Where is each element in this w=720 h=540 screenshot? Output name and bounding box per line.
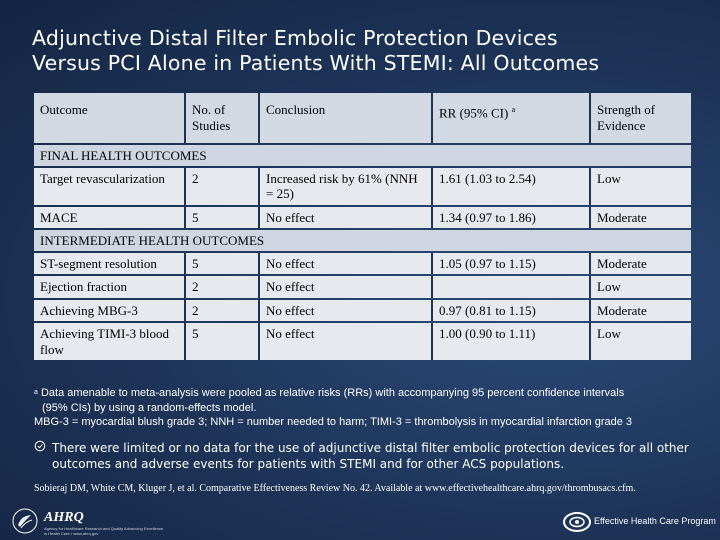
cell-strength: Moderate [589,299,691,321]
cell-outcome: MACE [34,206,184,228]
cell-rr: 1.61 (1.03 to 2.54) [431,167,589,205]
cell-conclusion: No effect [258,323,431,360]
table-row: MACE 5 No effect 1.34 (0.97 to 1.86) Mod… [34,206,691,228]
hhs-seal-icon [12,508,38,534]
section-label: INTERMEDIATE HEALTH OUTCOMES [34,230,691,251]
cell-strength: Low [589,323,691,360]
cell-studies: 2 [184,299,258,321]
cell-outcome: Target revascularization [34,167,184,205]
cell-rr [431,276,589,298]
cell-rr: 1.00 (0.90 to 1.11) [431,323,589,360]
slide-title-line-1: Adjunctive Distal Filter Embolic Protect… [32,26,558,50]
header-conclusion: Conclusion [258,93,431,143]
section-label: FINAL HEALTH OUTCOMES [34,145,691,166]
citation: Sobieraj DM, White CM, Kluger J, et al. … [34,483,636,494]
header-studies: No. of Studies [184,93,258,143]
header-rr-superscript: a [511,105,516,114]
cell-strength: Low [589,167,691,205]
footnote-line-2: (95% CIs) by using a random-effects mode… [42,401,257,414]
bullet-text: There were limited or no data for the us… [52,441,689,471]
header-outcome: Outcome [34,93,184,143]
section-row-final: FINAL HEALTH OUTCOMES [34,145,691,166]
cell-strength: Moderate [589,206,691,228]
cell-outcome: Achieving MBG-3 [34,299,184,321]
cell-outcome: ST-segment resolution [34,252,184,274]
table-footnote: a Data amenable to meta-analysis were po… [34,386,694,430]
cell-rr: 0.97 (0.81 to 1.15) [431,299,589,321]
cell-outcome: Achieving TIMI-3 blood flow [34,323,184,360]
cell-studies: 5 [184,323,258,360]
outcomes-table: Outcome No. of Studies Conclusion RR (95… [34,91,691,362]
cell-strength: Moderate [589,252,691,274]
cell-conclusion: No effect [258,276,431,298]
ehc-logo: Effective Health Care Program [562,510,716,534]
header-rr-label: RR (95% CI) [439,105,509,121]
table-row: Achieving MBG-3 2 No effect 0.97 (0.81 t… [34,299,691,321]
ehc-swirl-icon [562,510,592,534]
header-rr: RR (95% CI) a [431,93,589,143]
ahrq-subtitle: Agency for Healthcare Research and Quali… [44,526,164,536]
table-row: Ejection fraction 2 No effect Low [34,276,691,298]
ahrq-name: AHRQ [44,510,84,525]
cell-conclusion: No effect [258,299,431,321]
cell-rr: 1.05 (0.97 to 1.15) [431,252,589,274]
table-row: Achieving TIMI-3 blood flow 5 No effect … [34,323,691,360]
footnote-text-1: Data amenable to meta-analysis were pool… [40,387,625,399]
cell-conclusion: No effect [258,252,431,274]
table-row: Target revascularization 2 Increased ris… [34,167,691,205]
cell-rr: 1.34 (0.97 to 1.86) [431,206,589,228]
slide-title-line-2: Versus PCI Alone in Patients With STEMI:… [32,51,600,75]
footnote-marker: a [34,389,38,396]
cell-studies: 5 [184,252,258,274]
table-row: ST-segment resolution 5 No effect 1.05 (… [34,252,691,274]
section-row-intermediate: INTERMEDIATE HEALTH OUTCOMES [34,230,691,251]
ehc-name: Effective Health Care Program [594,516,716,526]
table-header-row: Outcome No. of Studies Conclusion RR (95… [34,93,691,143]
cell-conclusion: No effect [258,206,431,228]
cell-strength: Low [589,276,691,298]
bullet-icon [34,440,46,456]
ahrq-logo: AHRQ Agency for Healthcare Research and … [44,510,164,536]
footnote-line-1: a Data amenable to meta-analysis were po… [34,386,694,401]
bullet-point: There were limited or no data for the us… [34,440,699,472]
cell-studies: 2 [184,276,258,298]
cell-conclusion: Increased risk by 61% (NNH = 25) [258,167,431,205]
footnote-line-3: MBG-3 = myocardial blush grade 3; NNH = … [34,416,633,428]
cell-studies: 2 [184,167,258,205]
cell-outcome: Ejection fraction [34,276,184,298]
slide-title: Adjunctive Distal Filter Embolic Protect… [32,26,712,76]
header-strength: Strength of Evidence [589,93,691,143]
cell-studies: 5 [184,206,258,228]
